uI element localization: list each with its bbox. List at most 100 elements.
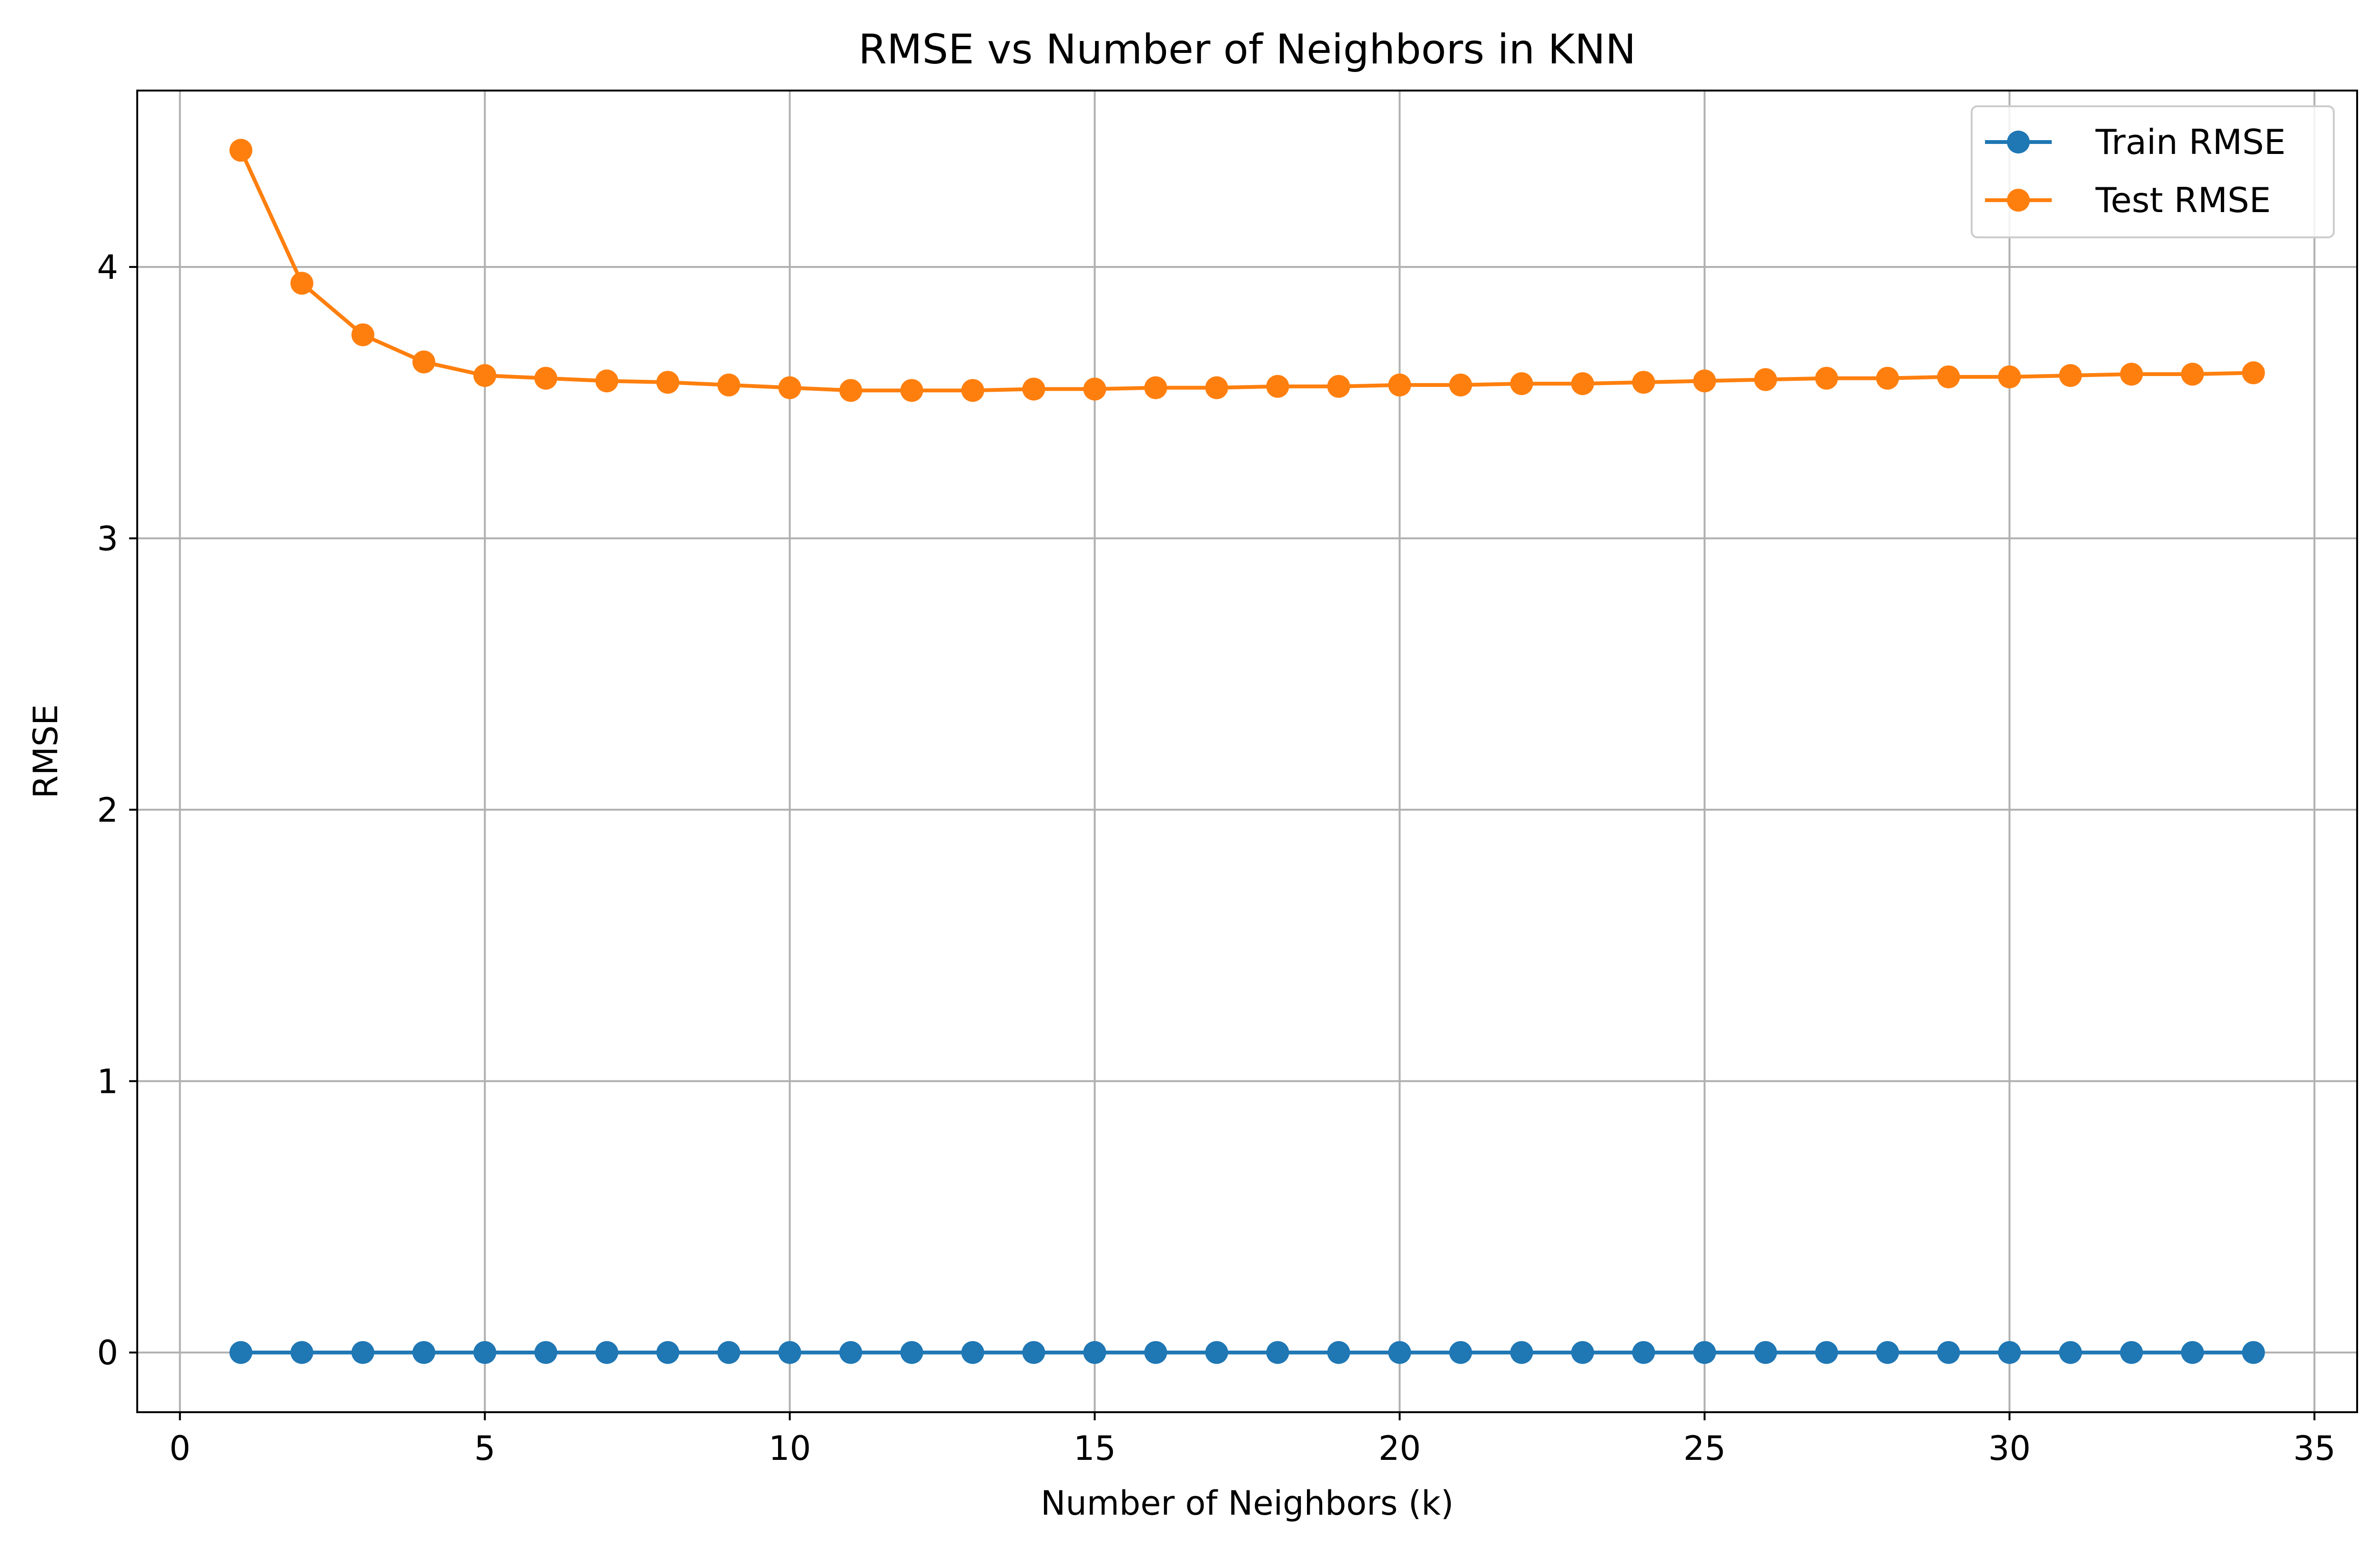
data-point <box>1815 1341 1838 1364</box>
y-tick-label: 2 <box>97 791 118 830</box>
series-layer <box>229 139 2265 1364</box>
data-point <box>1510 1341 1533 1364</box>
data-point <box>1998 1341 2021 1364</box>
data-point <box>2120 363 2143 386</box>
data-point <box>1632 371 1655 394</box>
y-tick-label: 1 <box>97 1062 118 1101</box>
data-point <box>1693 369 1716 393</box>
data-point <box>1205 1341 1228 1364</box>
ticks: 0 5 10 15 20 25 30 35 0 1 2 3 4 <box>97 248 2335 1468</box>
data-point <box>2059 1341 2082 1364</box>
data-point <box>839 379 862 402</box>
data-point <box>1632 1341 1655 1364</box>
data-point <box>1022 1341 1045 1364</box>
x-tick-label: 30 <box>1988 1429 2031 1468</box>
data-point <box>1449 373 1472 397</box>
data-point <box>1327 375 1350 398</box>
data-point <box>656 1341 679 1364</box>
data-point <box>290 272 314 295</box>
data-point <box>1815 367 1838 390</box>
data-point <box>2181 363 2204 386</box>
data-point <box>900 1341 923 1364</box>
data-point <box>229 139 253 162</box>
x-tick-label: 5 <box>474 1429 496 1468</box>
series-train-rmse <box>229 1341 2265 1364</box>
data-point <box>412 350 435 374</box>
data-point <box>1144 1341 1167 1364</box>
chart-title: RMSE vs Number of Neighbors in KNN <box>858 26 1636 73</box>
data-point <box>1388 1341 1411 1364</box>
data-point <box>2120 1341 2143 1364</box>
data-point <box>1266 1341 1289 1364</box>
data-point <box>1327 1341 1350 1364</box>
data-point <box>2181 1341 2204 1364</box>
data-point <box>412 1341 435 1364</box>
data-point <box>1266 375 1289 398</box>
x-tick-label: 35 <box>2293 1429 2336 1468</box>
data-point <box>1754 1341 1777 1364</box>
legend-entry-train: Train RMSE <box>1985 122 2286 162</box>
data-point <box>1998 365 2021 388</box>
data-point <box>1022 377 1045 401</box>
data-point <box>1571 1341 1594 1364</box>
data-point <box>473 364 496 387</box>
data-point <box>1937 365 1960 388</box>
data-point <box>778 376 801 399</box>
y-axis-label: RMSE <box>26 704 65 799</box>
data-point <box>1876 1341 1899 1364</box>
data-point <box>961 379 984 402</box>
data-point <box>1876 367 1899 390</box>
data-point <box>351 1341 375 1364</box>
data-point <box>2242 1341 2265 1364</box>
data-point <box>595 1341 618 1364</box>
x-tick-label: 25 <box>1683 1429 1726 1468</box>
axes-frame <box>136 90 2358 1413</box>
data-point <box>839 1341 862 1364</box>
data-point <box>1083 377 1106 401</box>
y-tick-label: 3 <box>97 520 118 559</box>
data-point <box>1388 373 1411 397</box>
legend-marker-test <box>2007 189 2030 212</box>
data-point <box>1144 376 1167 399</box>
data-point <box>656 371 679 394</box>
legend-label-train: Train RMSE <box>2095 122 2286 162</box>
data-point <box>534 367 557 390</box>
data-point <box>229 1341 253 1364</box>
data-point <box>961 1341 984 1364</box>
data-point <box>778 1341 801 1364</box>
x-tick-label: 0 <box>169 1429 191 1468</box>
data-point <box>351 323 375 346</box>
series-test-rmse <box>229 139 2265 402</box>
data-point <box>1205 376 1228 399</box>
data-point <box>1754 368 1777 391</box>
data-point <box>595 369 618 393</box>
data-point <box>1937 1341 1960 1364</box>
legend-entry-test: Test RMSE <box>1985 180 2271 220</box>
x-axis-label: Number of Neighbors (k) <box>1041 1484 1454 1523</box>
data-point <box>2242 361 2265 385</box>
series-line <box>239 149 2254 393</box>
x-tick-label: 10 <box>769 1429 811 1468</box>
data-point <box>717 373 740 397</box>
data-point <box>2059 364 2082 387</box>
data-point <box>534 1341 557 1364</box>
legend-box <box>1971 105 2335 238</box>
legend: Train RMSE Test RMSE <box>1971 105 2335 238</box>
data-point <box>1510 372 1533 395</box>
y-tick-label: 0 <box>97 1334 118 1373</box>
data-point <box>717 1341 740 1364</box>
data-point <box>1693 1341 1716 1364</box>
data-point <box>1083 1341 1106 1364</box>
data-point <box>1571 372 1594 395</box>
data-point <box>473 1341 496 1364</box>
legend-label-test: Test RMSE <box>2095 180 2271 220</box>
x-tick-label: 20 <box>1378 1429 1421 1468</box>
data-point <box>900 379 923 402</box>
x-tick-label: 15 <box>1074 1429 1116 1468</box>
legend-marker-train <box>2007 131 2030 153</box>
y-tick-label: 4 <box>97 248 118 287</box>
data-point <box>290 1341 314 1364</box>
